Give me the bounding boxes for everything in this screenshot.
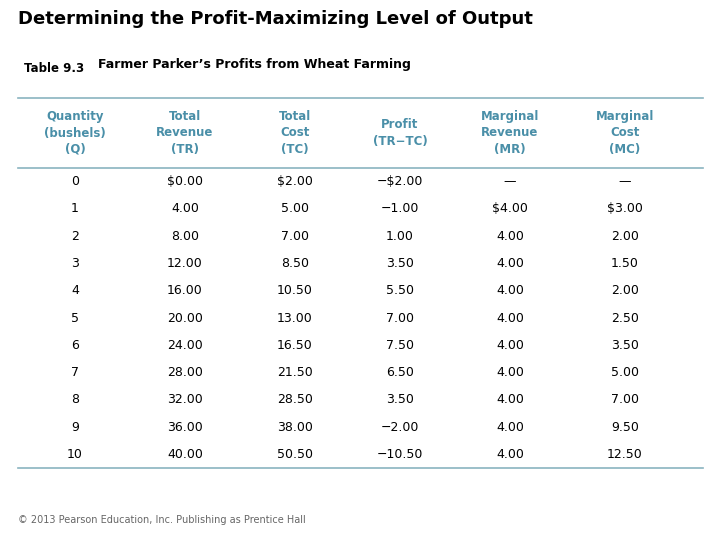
Text: 2.00: 2.00 bbox=[611, 284, 639, 297]
Text: 5: 5 bbox=[71, 312, 79, 325]
Text: © 2013 Pearson Education, Inc. Publishing as Prentice Hall: © 2013 Pearson Education, Inc. Publishin… bbox=[18, 515, 306, 525]
Text: 4.00: 4.00 bbox=[496, 448, 524, 461]
Text: 3.50: 3.50 bbox=[386, 393, 414, 406]
Text: 3.50: 3.50 bbox=[386, 257, 414, 270]
Text: —: — bbox=[618, 175, 631, 188]
Text: 32.00: 32.00 bbox=[167, 393, 203, 406]
Text: 15 of 54: 15 of 54 bbox=[653, 516, 705, 526]
Text: 2.00: 2.00 bbox=[611, 230, 639, 242]
Text: —: — bbox=[504, 175, 516, 188]
Text: 5.50: 5.50 bbox=[386, 284, 414, 297]
Text: 20.00: 20.00 bbox=[167, 312, 203, 325]
Text: 4.00: 4.00 bbox=[496, 339, 524, 352]
Text: Marginal
Revenue
(MR): Marginal Revenue (MR) bbox=[481, 110, 539, 156]
Text: 4.00: 4.00 bbox=[496, 312, 524, 325]
Text: −10.50: −10.50 bbox=[377, 448, 423, 461]
Text: 12.00: 12.00 bbox=[167, 257, 203, 270]
Text: 4.00: 4.00 bbox=[496, 284, 524, 297]
Text: 16.50: 16.50 bbox=[277, 339, 313, 352]
Text: 3.50: 3.50 bbox=[611, 339, 639, 352]
Text: Marginal
Cost
(MC): Marginal Cost (MC) bbox=[596, 110, 654, 156]
Text: 7.50: 7.50 bbox=[386, 339, 414, 352]
Text: 28.50: 28.50 bbox=[277, 393, 313, 406]
Text: 9.50: 9.50 bbox=[611, 421, 639, 434]
Text: 9: 9 bbox=[71, 421, 79, 434]
Text: 24.00: 24.00 bbox=[167, 339, 203, 352]
Text: 8: 8 bbox=[71, 393, 79, 406]
Text: 10: 10 bbox=[67, 448, 83, 461]
Text: 4.00: 4.00 bbox=[496, 393, 524, 406]
Text: 5.00: 5.00 bbox=[611, 366, 639, 379]
Text: −$2.00: −$2.00 bbox=[377, 175, 423, 188]
Text: 1.50: 1.50 bbox=[611, 257, 639, 270]
Text: 7.00: 7.00 bbox=[386, 312, 414, 325]
Text: 36.00: 36.00 bbox=[167, 421, 203, 434]
Text: 4.00: 4.00 bbox=[171, 202, 199, 215]
Text: 13.00: 13.00 bbox=[277, 312, 313, 325]
Text: 4.00: 4.00 bbox=[496, 366, 524, 379]
Text: 12.50: 12.50 bbox=[607, 448, 643, 461]
Text: Total
Cost
(TC): Total Cost (TC) bbox=[279, 110, 311, 156]
Text: 7.00: 7.00 bbox=[281, 230, 309, 242]
Text: 50.50: 50.50 bbox=[277, 448, 313, 461]
Text: Determining the Profit-Maximizing Level of Output: Determining the Profit-Maximizing Level … bbox=[18, 10, 533, 28]
Text: 16.00: 16.00 bbox=[167, 284, 203, 297]
Text: Total
Revenue
(TR): Total Revenue (TR) bbox=[156, 110, 214, 156]
Text: 3: 3 bbox=[71, 257, 79, 270]
Text: 2.50: 2.50 bbox=[611, 312, 639, 325]
Text: 8.00: 8.00 bbox=[171, 230, 199, 242]
Text: 1: 1 bbox=[71, 202, 79, 215]
Text: 10.50: 10.50 bbox=[277, 284, 313, 297]
Text: 6: 6 bbox=[71, 339, 79, 352]
Text: 21.50: 21.50 bbox=[277, 366, 313, 379]
Text: 28.00: 28.00 bbox=[167, 366, 203, 379]
Text: 4.00: 4.00 bbox=[496, 421, 524, 434]
Text: 7: 7 bbox=[71, 366, 79, 379]
Text: 1.00: 1.00 bbox=[386, 230, 414, 242]
Text: 40.00: 40.00 bbox=[167, 448, 203, 461]
Text: −1.00: −1.00 bbox=[381, 202, 419, 215]
Text: 38.00: 38.00 bbox=[277, 421, 313, 434]
Text: $2.00: $2.00 bbox=[277, 175, 313, 188]
Text: 7.00: 7.00 bbox=[611, 393, 639, 406]
Text: $3.00: $3.00 bbox=[607, 202, 643, 215]
Text: Profit
(TR−TC): Profit (TR−TC) bbox=[373, 118, 428, 148]
Text: Table 9.3: Table 9.3 bbox=[24, 62, 84, 75]
Text: $0.00: $0.00 bbox=[167, 175, 203, 188]
Text: 0: 0 bbox=[71, 175, 79, 188]
Text: 4.00: 4.00 bbox=[496, 257, 524, 270]
Text: 4: 4 bbox=[71, 284, 79, 297]
Text: 2: 2 bbox=[71, 230, 79, 242]
Text: 6.50: 6.50 bbox=[386, 366, 414, 379]
Text: −2.00: −2.00 bbox=[381, 421, 419, 434]
Text: 4.00: 4.00 bbox=[496, 230, 524, 242]
Text: Quantity
(bushels)
(Q): Quantity (bushels) (Q) bbox=[44, 110, 106, 156]
Text: Farmer Parker’s Profits from Wheat Farming: Farmer Parker’s Profits from Wheat Farmi… bbox=[98, 58, 411, 71]
Text: $4.00: $4.00 bbox=[492, 202, 528, 215]
Text: 5.00: 5.00 bbox=[281, 202, 309, 215]
Text: 8.50: 8.50 bbox=[281, 257, 309, 270]
